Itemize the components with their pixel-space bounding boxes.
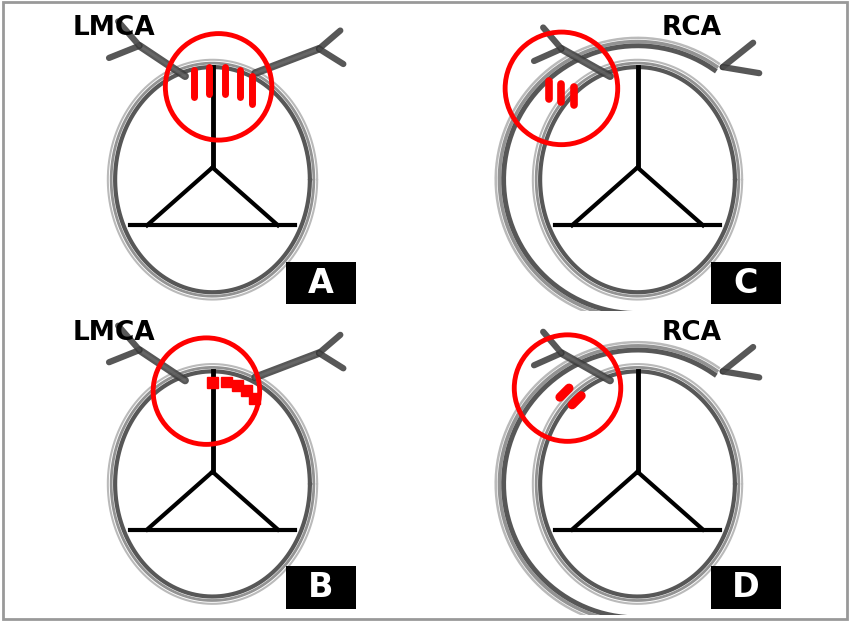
Text: A: A (308, 266, 333, 299)
Polygon shape (241, 385, 252, 396)
Text: LMCA: LMCA (72, 320, 156, 346)
FancyBboxPatch shape (711, 262, 780, 304)
Text: LMCA: LMCA (72, 16, 156, 42)
FancyBboxPatch shape (3, 2, 847, 619)
Polygon shape (221, 376, 232, 388)
FancyBboxPatch shape (286, 566, 355, 609)
Text: B: B (308, 571, 333, 604)
Text: RCA: RCA (662, 320, 722, 346)
Polygon shape (207, 377, 218, 388)
Text: D: D (732, 571, 759, 604)
Text: C: C (734, 266, 757, 299)
Polygon shape (249, 392, 260, 404)
FancyBboxPatch shape (286, 262, 355, 304)
FancyBboxPatch shape (711, 566, 780, 609)
Polygon shape (232, 379, 243, 391)
Text: RCA: RCA (662, 16, 722, 42)
